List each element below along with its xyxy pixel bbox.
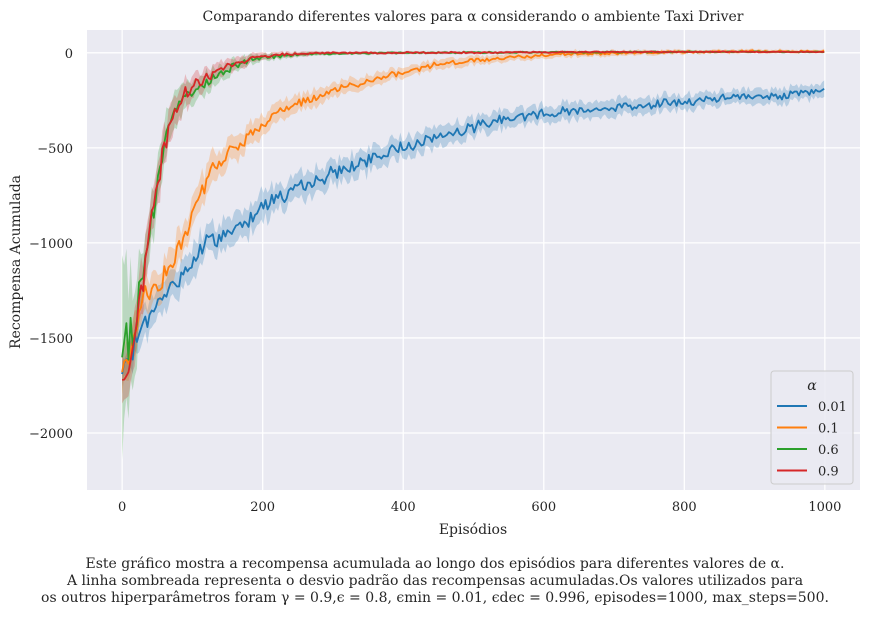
std-band-0.9 (122, 50, 825, 404)
legend-label-0.1: 0.1 (818, 422, 839, 437)
figure-caption: Este gráfico mostra a recompensa acumula… (0, 556, 870, 607)
x-tick-label: 400 (391, 500, 416, 515)
x-tick-labels: 0 200 400 600 800 1000 (118, 500, 841, 515)
x-axis-label: Episódios (439, 522, 507, 538)
y-tick-labels: 0 −500 −1000 −1500 −2000 (29, 47, 73, 442)
caption-line-2: A linha sombreada representa o desvio pa… (66, 573, 804, 589)
legend-label-0.9: 0.9 (818, 465, 839, 480)
caption-line-3: os outros hiperparâmetros foram γ = 0.9,… (41, 590, 829, 606)
x-tick-label: 800 (672, 500, 697, 515)
series-line-0.01 (121, 87, 825, 375)
std-bands (122, 48, 825, 460)
x-tick-label: 0 (118, 500, 126, 515)
plot-area (87, 30, 860, 490)
legend-box (770, 370, 854, 485)
x-tick-label: 600 (531, 500, 556, 515)
std-band-0.6 (122, 50, 825, 460)
series-line-0.9 (121, 50, 825, 381)
legend-title: α (807, 378, 817, 394)
y-tick-label: −500 (37, 142, 73, 157)
x-tick-label: 200 (250, 500, 275, 515)
series-lines (121, 49, 825, 381)
y-tick-label: 0 (65, 47, 73, 62)
legend-label-0.6: 0.6 (818, 443, 839, 458)
y-tick-label: −1500 (29, 332, 73, 347)
y-axis-label: Recompensa Acumulada (8, 175, 24, 349)
y-tick-label: −1000 (29, 237, 73, 252)
chart: 0 200 400 600 800 1000 0 −500 −1000 −1500 −2000 C… (8, 9, 860, 538)
chart-title: Comparando diferentes valores para α con… (203, 9, 744, 25)
caption-line-1: Este gráfico mostra a recompensa acumula… (85, 556, 785, 572)
x-tick-label: 1000 (808, 500, 841, 515)
legend-label-0.01: 0.01 (818, 400, 847, 415)
y-tick-label: −2000 (29, 427, 73, 442)
legend: α0.01 0.1 0.6 0.9 (770, 370, 854, 485)
